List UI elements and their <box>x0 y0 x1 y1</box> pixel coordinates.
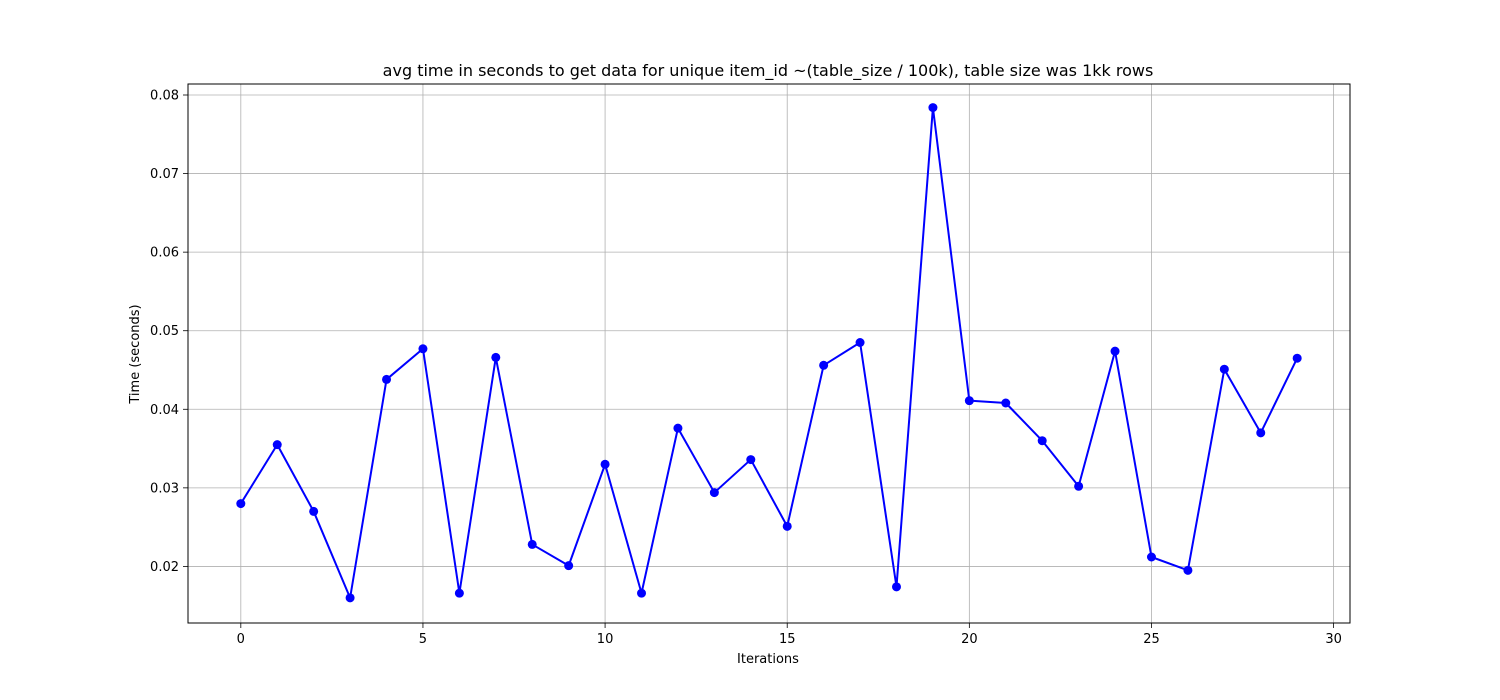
data-point <box>491 352 501 362</box>
x-tick-label: 30 <box>1325 632 1342 647</box>
y-axis-label: Time (seconds) <box>128 304 143 404</box>
data-point <box>272 440 282 450</box>
data-point <box>382 374 392 384</box>
data-point <box>964 396 974 406</box>
data-point <box>309 506 319 516</box>
y-tick-label: 0.04 <box>150 403 179 418</box>
data-point <box>454 588 464 598</box>
plot-frame <box>187 83 1351 624</box>
x-tick-label: 20 <box>961 632 978 647</box>
x-tick-label: 10 <box>597 632 614 647</box>
chart-title: avg time in seconds to get data for uniq… <box>383 61 1154 81</box>
data-point <box>345 593 355 603</box>
y-tick-label: 0.03 <box>150 481 179 496</box>
data-point <box>1037 436 1047 446</box>
x-tick-label: 15 <box>779 632 796 647</box>
axes <box>187 83 1351 624</box>
y-tick-label: 0.05 <box>150 324 179 339</box>
data-point <box>1146 552 1156 562</box>
grid <box>188 84 1350 623</box>
data-point <box>819 360 829 370</box>
data-point <box>1219 364 1229 374</box>
data-point <box>1001 398 1011 408</box>
data-point <box>855 338 865 347</box>
data-point <box>236 499 246 509</box>
data-point <box>673 423 683 433</box>
y-tick-label: 0.06 <box>150 246 179 261</box>
data-point <box>746 455 756 465</box>
data-point <box>1183 565 1193 575</box>
data-point <box>418 344 428 354</box>
y-tick-label: 0.02 <box>150 560 179 575</box>
data-point <box>782 521 792 531</box>
data-point <box>1074 481 1084 491</box>
data-point <box>637 588 647 598</box>
data-point <box>564 561 574 571</box>
data-point <box>709 488 719 498</box>
data-point <box>1292 353 1302 363</box>
data-point <box>600 459 610 469</box>
y-tick-label: 0.08 <box>150 89 179 104</box>
data-point <box>928 103 938 113</box>
x-tick-label: 25 <box>1143 632 1160 647</box>
x-tick-label: 5 <box>419 632 427 647</box>
data-point <box>1256 428 1266 438</box>
data-point <box>891 582 901 592</box>
ticks: 0 5 10 15 20 25 30 0.02 0.03 0.04 0.05 0.06 0.07 0.08 <box>150 89 1342 648</box>
x-tick-label: 0 <box>237 632 245 647</box>
data-point <box>527 539 537 549</box>
series <box>236 103 1302 603</box>
data-point <box>1110 346 1120 356</box>
x-axis-label: Iterations <box>737 652 799 667</box>
y-tick-label: 0.07 <box>150 167 179 182</box>
series-line <box>239 106 1299 599</box>
